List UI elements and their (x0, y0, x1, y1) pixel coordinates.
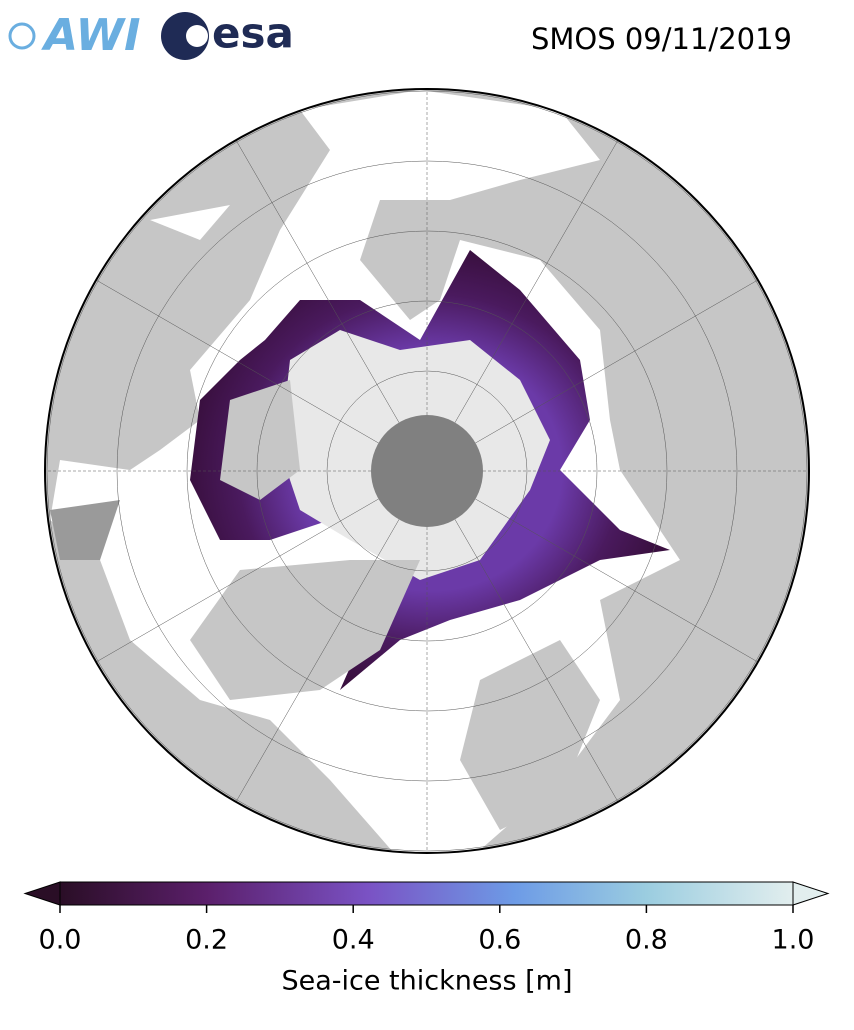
pole-hole (371, 415, 483, 527)
awi-logo: AWI (8, 10, 141, 61)
colorbar-label: Sea-ice thickness [m] (281, 966, 572, 997)
colorbar-body (59, 881, 794, 906)
awi-text: AWI (41, 10, 141, 61)
esa-logo: esa (161, 9, 294, 60)
colorbar-tick-label: 0.0 (39, 925, 82, 956)
esa-text: esa (212, 9, 294, 58)
colorbar-extend-high (792, 881, 830, 906)
meridian (226, 124, 400, 423)
map (45, 89, 809, 853)
latitude-circle (186, 230, 668, 712)
colorbar: 0.0 0.2 0.4 0.6 0.8 1.0 (23, 881, 830, 956)
missing-data (50, 500, 120, 560)
greenland (190, 560, 420, 700)
scandinavia (460, 640, 600, 830)
graticule (45, 89, 809, 853)
meridian (475, 498, 774, 672)
map-border (44, 88, 810, 854)
awi-emblem (8, 22, 36, 50)
latitude-circle (46, 90, 808, 852)
colorbar-tick-label: 0.4 (332, 925, 375, 956)
meridian (454, 519, 628, 818)
meridian (475, 270, 774, 444)
map-title: SMOS 09/11/2019 (531, 22, 792, 56)
meridian (80, 498, 379, 672)
colorbar-tick-label: 0.8 (625, 925, 668, 956)
meridian (454, 124, 628, 423)
colorbar-extend-low (23, 881, 61, 906)
esa-emblem-inner (186, 25, 208, 47)
colorbar-tick-label: 1.0 (772, 925, 815, 956)
ocean (150, 205, 230, 240)
colorbar-tick-label: 0.6 (478, 925, 521, 956)
meridian (226, 519, 400, 818)
latitude-circle (326, 370, 528, 572)
esa-emblem (161, 12, 209, 60)
colorbar-tick-label: 0.2 (185, 925, 228, 956)
latitude-circle (256, 300, 598, 642)
meridian (80, 270, 379, 444)
latitude-circle (116, 160, 738, 782)
